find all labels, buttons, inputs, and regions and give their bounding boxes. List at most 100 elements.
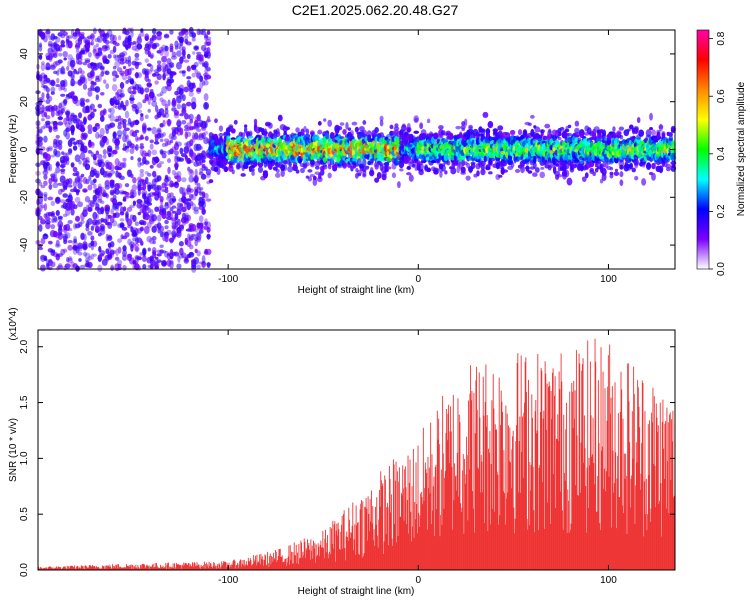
spectrogram-cell xyxy=(135,246,139,253)
spectrogram-cell xyxy=(45,219,51,225)
spectrogram-cell xyxy=(100,253,105,257)
spectrogram-cell xyxy=(37,136,44,142)
spectrogram-cell xyxy=(67,40,73,49)
spectrogram-cell xyxy=(150,64,154,70)
spectrogram-cell xyxy=(40,31,46,37)
spectrogram-cell xyxy=(125,99,129,107)
spectrogram-cell xyxy=(41,110,45,118)
spectrogram-cell xyxy=(80,173,85,178)
spectrogram-cell xyxy=(204,221,208,226)
spectrogram-cell xyxy=(187,166,191,172)
spectrogram-cell xyxy=(312,178,318,186)
spectrogram-cell xyxy=(139,168,145,174)
spectrogram-cell xyxy=(433,167,439,173)
spectrogram-cell xyxy=(196,182,201,189)
spectrogram-cell xyxy=(193,61,199,68)
spectrogram-cell xyxy=(183,86,190,93)
spectrogram-cell xyxy=(163,112,170,119)
spectrogram-cell xyxy=(130,31,134,38)
spectrogram-cell xyxy=(117,124,122,130)
spectrogram-cell xyxy=(55,83,61,88)
spectrogram-cell xyxy=(78,112,83,119)
spectrogram-cell xyxy=(394,123,399,128)
spectrogram-cell xyxy=(147,50,151,58)
spectrogram-cell xyxy=(63,87,67,92)
spectrogram-cell xyxy=(99,66,105,71)
spectrogram-cell xyxy=(139,226,144,232)
spectrogram-cell xyxy=(48,184,53,190)
spectrogram-cell xyxy=(122,118,127,124)
spectrogram-cell xyxy=(167,166,171,175)
spectrogram-cell xyxy=(121,254,128,261)
spectrogram-cell xyxy=(183,128,189,132)
spectrogram-cell xyxy=(126,218,133,227)
spectrogram-cell xyxy=(85,98,90,103)
spectrogram-cell xyxy=(172,225,176,230)
spectrogram-cell xyxy=(181,120,187,125)
spectrogram-cell xyxy=(170,55,177,60)
spectrogram-cell xyxy=(84,252,91,260)
spectrogram-cell xyxy=(39,264,46,272)
spectrogram-cell xyxy=(253,162,258,167)
spectrogram-cell xyxy=(190,64,197,71)
spectrogram-cell xyxy=(131,184,138,191)
spectrogram-cell xyxy=(69,137,76,142)
spectrogram-cell xyxy=(100,225,105,230)
spectrogram-cell xyxy=(169,139,174,144)
spectrogram-cell xyxy=(77,251,83,256)
spectrogram-cell xyxy=(50,154,56,158)
spectrogram-cell xyxy=(134,52,140,58)
spectrogram-cell xyxy=(136,202,143,210)
spectrogram-cell xyxy=(383,162,390,166)
spectrogram-cell xyxy=(277,114,283,122)
spectrogram-cell xyxy=(144,114,149,120)
spectrogram-cell xyxy=(140,241,144,246)
spectrogram-cell xyxy=(109,114,115,122)
spectrogram-cell xyxy=(169,29,174,35)
spectrogram-cell xyxy=(94,77,100,83)
spectrogram-cell xyxy=(146,69,153,75)
spectrogram-cell xyxy=(204,34,209,39)
spectrogram-cell xyxy=(142,248,147,256)
spectrogram-cell xyxy=(112,203,117,211)
spectrogram-cell xyxy=(203,130,209,135)
spectrogram-cell xyxy=(198,215,204,223)
spectrogram-cell xyxy=(185,41,192,46)
spectrogram-cell xyxy=(72,240,78,247)
spectrogram-cell xyxy=(84,58,91,62)
spectrogram-cell xyxy=(226,137,231,142)
spectrogram-cell xyxy=(95,203,100,209)
spectrogram-cell xyxy=(438,125,444,130)
spectrogram-cell xyxy=(52,35,58,40)
spectrogram-cell xyxy=(130,189,134,196)
spectrogram-cell xyxy=(77,221,83,228)
spectrogram-cell xyxy=(205,198,212,202)
spectrogram-cell xyxy=(159,244,164,249)
spectrogram-cell xyxy=(110,102,114,106)
spectrogram-cell xyxy=(251,168,255,172)
spectrogram-cells xyxy=(35,26,677,273)
spectrogram-cell xyxy=(548,128,552,134)
spectrogram-cell xyxy=(171,169,177,176)
spectrogram-cell xyxy=(258,160,263,168)
spectrogram-cell xyxy=(146,127,152,131)
spectrogram-cell xyxy=(45,31,51,38)
spectrogram-cell xyxy=(40,218,46,225)
spectrogram-cell xyxy=(99,161,105,168)
spectrogram-cell xyxy=(48,126,53,133)
spectrogram-cell xyxy=(200,31,207,36)
spectrogram-cell xyxy=(65,131,71,140)
spectrogram-cell xyxy=(129,79,134,85)
spectrogram-cell xyxy=(214,133,218,142)
spectrogram-cell xyxy=(130,173,134,179)
spectrogram-cell xyxy=(63,159,68,166)
spectrogram-cell xyxy=(206,226,211,233)
spectrogram-cell xyxy=(90,235,95,241)
spectrogram-cell xyxy=(99,92,105,96)
spectrogram-cell xyxy=(75,215,81,222)
spectrogram-cell xyxy=(218,132,224,137)
spectrogram-cell xyxy=(38,42,43,48)
spectrogram-cell xyxy=(162,68,166,73)
spectrogram-cell xyxy=(67,177,73,185)
spectrogram-cell xyxy=(50,91,55,95)
